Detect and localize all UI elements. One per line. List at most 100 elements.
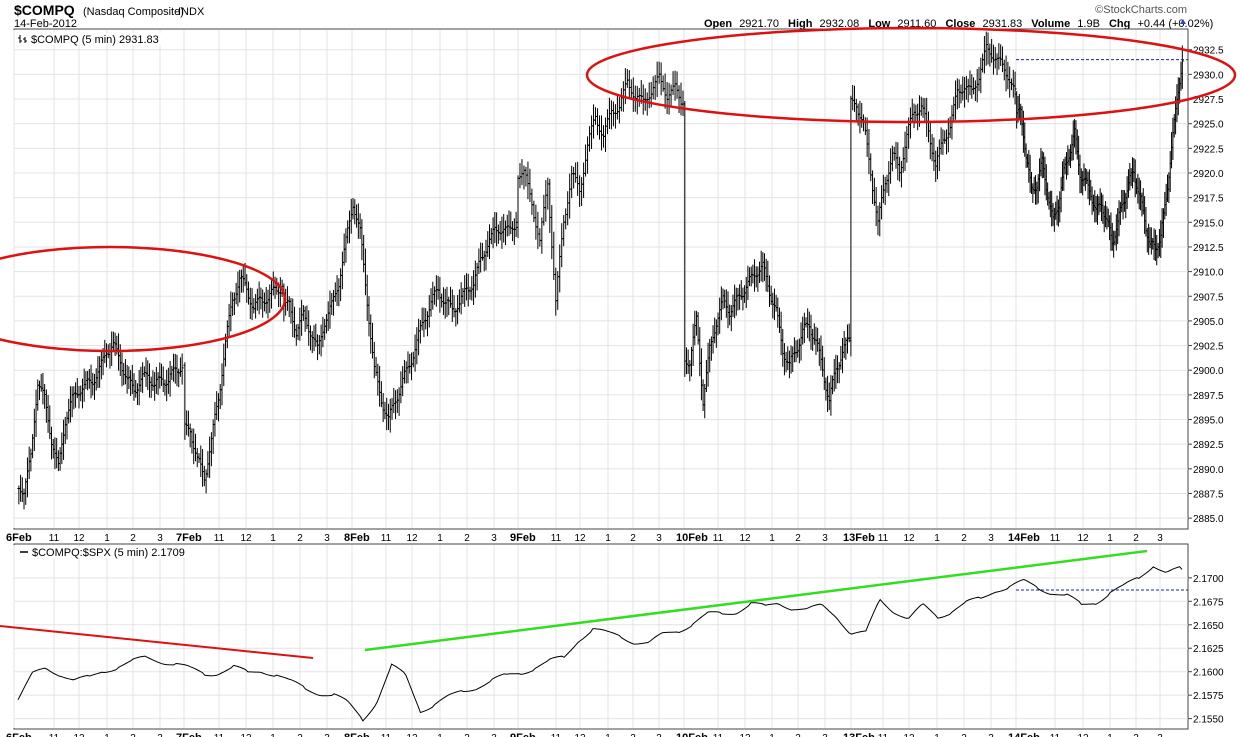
x-tick-label: 1 — [769, 533, 775, 544]
x-tick-label: 12 — [1077, 733, 1089, 737]
downtrend-line — [0, 625, 314, 659]
y-tick-label: 2892.5 — [1193, 440, 1224, 451]
x-tick-label: 12 — [574, 533, 586, 544]
y-tick-label: 2895.0 — [1193, 416, 1224, 427]
x-tick-label: 2 — [1133, 733, 1139, 737]
x-tick-label: 1 — [605, 533, 611, 544]
x-tick-label: 1 — [270, 533, 276, 544]
x-tick-label: 14Feb — [1008, 532, 1040, 544]
uptrend-line — [364, 549, 1148, 652]
x-tick-label: 1 — [270, 733, 276, 737]
x-tick-label: 8Feb — [344, 732, 370, 737]
x-tick-label: 11 — [49, 533, 60, 544]
x-tick-label: 1 — [437, 733, 443, 737]
x-tick-label: 12 — [903, 533, 915, 544]
x-tick-label: 12 — [1077, 533, 1089, 544]
x-tick-label: 1 — [605, 733, 611, 737]
x-tick-label: 6Feb — [6, 532, 32, 544]
y-tick-label: 2920.0 — [1193, 169, 1224, 180]
high-value: 2932.08 — [820, 18, 860, 30]
x-tick-label: 2 — [130, 533, 136, 544]
y-tick-label: 2.1625 — [1193, 644, 1224, 655]
x-tick-label: 2 — [297, 533, 303, 544]
x-tick-label: 14Feb — [1008, 732, 1040, 737]
open-value: 2921.70 — [739, 18, 779, 30]
price-gridlines — [13, 30, 1188, 528]
x-tick-label: 11 — [381, 733, 392, 737]
x-tick-label: 12 — [739, 733, 751, 737]
x-tick-label: 12 — [240, 733, 252, 737]
x-tick-label: 1 — [104, 733, 110, 737]
y-tick-label: 2.1575 — [1193, 691, 1224, 702]
y-tick-label: 2885.0 — [1193, 514, 1224, 525]
chg-label: Chg — [1109, 18, 1130, 30]
x-tick-label: 2 — [464, 533, 470, 544]
y-tick-label: 2910.0 — [1193, 268, 1224, 279]
chart-date: 14-Feb-2012 — [14, 18, 77, 30]
change-up-arrow-icon — [1180, 19, 1186, 24]
y-tick-label: 2907.5 — [1193, 292, 1224, 303]
ratio-panel-frame — [13, 543, 1189, 730]
ratio-y-axis: 2.1550 2.1575 2.1600 2.1625 2.1650 2.1675 2.17… — [1188, 574, 1224, 726]
x-tick-label: 10Feb — [676, 532, 708, 544]
x-tick-label: 2 — [130, 733, 136, 737]
x-tick-label: 3 — [157, 733, 163, 737]
symbol-title: $COMPQ — [14, 2, 75, 18]
volume-label: Volume — [1031, 18, 1070, 30]
x-tick-label: 9Feb — [510, 732, 536, 737]
price-bar — [514, 211, 518, 237]
x-tick-label: 2 — [795, 733, 801, 737]
x-tick-label: 3 — [491, 733, 497, 737]
x-tick-label: 2 — [961, 733, 967, 737]
x-tick-label: 11 — [214, 733, 225, 737]
x-tick-label: 3 — [822, 733, 828, 737]
y-tick-label: 2927.5 — [1193, 95, 1224, 106]
x-tick-label: 2 — [630, 733, 636, 737]
price-legend-bg — [18, 33, 178, 45]
y-tick-label: 2900.0 — [1193, 366, 1224, 377]
y-tick-label: 2.1550 — [1193, 715, 1224, 726]
y-tick-label: 2.1700 — [1193, 574, 1224, 585]
x-tick-label: 11 — [1050, 533, 1061, 544]
x-tick-label: 1 — [934, 533, 940, 544]
x-tick-label: 3 — [656, 733, 662, 737]
price-bars — [17, 31, 1184, 510]
x-tick-label: 6Feb — [6, 732, 32, 737]
x-tick-label: 8Feb — [344, 532, 370, 544]
price-bar — [1180, 45, 1184, 89]
ratio-panel: 2.1550 2.1575 2.1600 2.1625 2.1650 2.1675 2.17… — [0, 543, 1224, 737]
exchange-label: INDX — [178, 6, 205, 18]
x-tick-label: 3 — [988, 733, 994, 737]
y-tick-label: 2915.0 — [1193, 218, 1224, 229]
x-tick-label: 12 — [739, 533, 751, 544]
x-tick-label: 3 — [656, 533, 662, 544]
y-tick-label: 2905.0 — [1193, 317, 1224, 328]
x-tick-label: 2 — [795, 533, 801, 544]
x-tick-label: 11 — [1050, 733, 1061, 737]
x-tick-label: 12 — [240, 533, 252, 544]
x-tick-label: 12 — [73, 533, 85, 544]
x-tick-label: 3 — [988, 533, 994, 544]
y-tick-label: 2890.0 — [1193, 465, 1224, 476]
x-tick-label: 11 — [551, 533, 562, 544]
watermark-text: ©StockCharts.com — [1095, 4, 1187, 16]
price-panel: 2885.0 2887.5 2890.0 2892.5 2895.0 2897.5 2900… — [0, 26, 1237, 544]
x-tick-label: 3 — [822, 533, 828, 544]
x-tick-label: 11 — [49, 733, 60, 737]
x-tick-label: 1 — [769, 733, 775, 737]
x-tick-label: 3 — [324, 533, 330, 544]
price-bar — [180, 353, 184, 385]
close-value: 2931.83 — [982, 18, 1022, 30]
y-tick-label: 2922.5 — [1193, 144, 1224, 155]
ratio-gridlines — [13, 545, 1188, 728]
x-tick-label: 9Feb — [510, 532, 536, 544]
x-tick-label: 11 — [878, 533, 889, 544]
x-tick-label: 3 — [157, 533, 163, 544]
price-x-axis: 6Feb 11 12 1 2 3 7Feb 11 12 1 2 3 8Feb 11 12 1 2 3 9Feb 11 1… — [6, 532, 1163, 544]
x-tick-label: 11 — [214, 533, 225, 544]
y-tick-label: 2925.0 — [1193, 120, 1224, 131]
x-tick-label: 11 — [713, 533, 724, 544]
x-tick-label: 3 — [1157, 533, 1163, 544]
price-bar — [1013, 71, 1017, 105]
